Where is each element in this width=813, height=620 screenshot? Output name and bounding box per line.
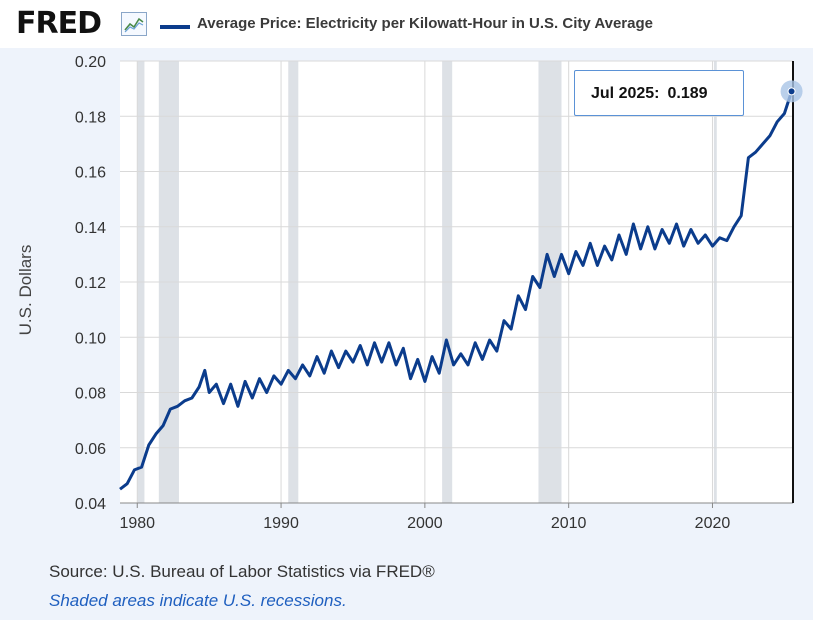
fred-logo[interactable]: FRED [16,6,102,41]
x-tick-label: 1990 [263,515,299,532]
y-tick-label: 0.14 [75,220,106,237]
line-chart-icon[interactable] [121,12,147,36]
legend-swatch [160,25,190,29]
highlight-point [787,87,796,96]
y-tick-label: 0.06 [75,441,106,458]
x-tick-label: 2020 [695,515,731,532]
x-tick-label: 2000 [407,515,443,532]
y-tick-label: 0.12 [75,275,106,292]
tooltip-text: Jul 2025: 0.189 [591,85,708,103]
y-tick-label: 0.16 [75,165,106,182]
line-chart[interactable]: 0.04 0.06 0.08 0.10 0.12 0.14 0.16 0.18 0.20 1980… [0,48,813,558]
chart-area[interactable]: 0.04 0.06 0.08 0.10 0.12 0.14 0.16 0.18 0.20 1980… [0,48,813,558]
y-tick-label: 0.20 [75,54,106,71]
header: FRED Average Price: Electricity per Kilo… [0,0,813,48]
recession-note[interactable]: Shaded areas indicate U.S. recessions. [49,591,347,610]
y-tick-label: 0.08 [75,386,106,403]
hover-tooltip: Jul 2025: 0.189 [574,70,744,116]
x-tick-label: 2010 [551,515,587,532]
tooltip-date: Jul 2025: [591,85,660,102]
y-tick-label: 0.04 [75,496,106,513]
series-line [119,90,794,491]
y-axis-label: U.S. Dollars [16,244,35,336]
source-note: Source: U.S. Bureau of Labor Statistics … [49,562,435,581]
x-tick-label: 1980 [119,515,155,532]
y-tick-label: 0.10 [75,330,106,347]
legend-label: Average Price: Electricity per Kilowatt-… [197,15,653,32]
tooltip-value: 0.189 [667,85,708,102]
y-tick-label: 0.18 [75,109,106,126]
